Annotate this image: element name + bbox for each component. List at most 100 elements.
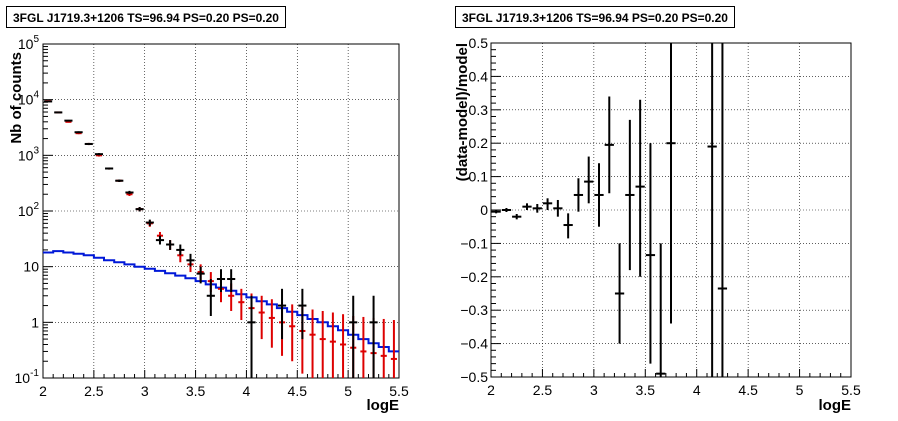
x-tick-label: 2.5 [533,382,553,398]
data-point [74,131,83,134]
data-point [125,190,134,195]
y-axis-label: (data-model)/model [454,43,471,181]
y-tick-label: −0.2 [460,269,488,285]
data-point [84,142,93,146]
right-chart-title: 3FGL J1719.3+1206 TS=96.94 PS=0.20 PS=0.… [455,6,735,28]
residual-point [594,163,604,227]
right-data-layer [491,43,728,377]
y-tick-label: 0.2 [469,135,489,151]
x-tick-label: 3 [590,382,598,398]
data-point [145,219,154,226]
data-point [105,167,114,170]
x-tick-label: 4.5 [738,382,758,398]
data-point [115,179,124,182]
model-errorbar [390,320,397,378]
y-tick-label: 0 [480,202,488,218]
residual-point [563,213,573,239]
residual-point [532,203,542,213]
data-point [186,253,195,267]
y-tick-label: 0.5 [469,35,489,51]
model-errorbar [238,288,245,321]
y-tick-label: 105 [18,34,40,52]
y-tick-label: 10-1 [15,368,40,386]
y-tick-label: 103 [18,145,40,163]
residual-point [584,156,594,204]
residual-point [512,214,522,220]
x-axis-label: logE [819,397,852,414]
data-point [349,295,358,378]
residual-point [522,203,532,210]
residual-point [491,210,501,214]
y-tick-label: 1 [31,314,39,330]
data-point [206,279,215,316]
data-point [44,100,53,103]
data-point [369,295,378,378]
x-tick-label: 2 [39,383,47,399]
y-axis-label: Nb of counts [8,52,25,144]
residual-point [656,243,666,377]
y-tick-label: 102 [18,201,40,219]
residual-point [604,96,614,194]
y-tick-label: −0.5 [460,369,488,385]
residual-point [542,198,553,210]
x-axis-label: logE [367,397,400,414]
y-tick-label: −0.1 [460,235,488,251]
x-tick-label: 5 [344,383,352,399]
residual-point [645,143,656,364]
y-tick-label: 10 [23,259,39,275]
residual-point [666,43,676,324]
residual-point [717,43,728,377]
residual-point [707,43,717,377]
x-tick-label: 4 [693,382,701,398]
x-tick-label: 5.5 [841,382,861,398]
model-errorbar [309,309,316,378]
x-tick-label: 5 [796,382,804,398]
model-errorbar [268,299,275,348]
data-point [227,269,236,293]
residual-point [553,199,563,217]
residual-point [573,178,584,212]
data-point [176,244,185,256]
model-errorbar [380,318,387,378]
data-point [54,111,63,114]
y-tick-label: −0.4 [460,336,488,352]
data-point [247,295,256,378]
model-errorbar [258,295,265,340]
data-point [155,235,165,245]
model-errorbar [329,312,336,378]
left-chart-title: 3FGL J1719.3+1206 TS=96.94 PS=0.20 PS=0.… [6,6,286,28]
y-tick-label: −0.3 [460,302,488,318]
x-tick-label: 5.5 [389,383,409,399]
data-point [64,119,73,122]
x-tick-label: 3 [141,383,149,399]
residual-point [635,99,645,277]
data-point [196,266,205,284]
data-point [216,269,226,293]
left-data-layer [43,100,399,378]
model-errorbar [319,310,326,378]
model-errorbar [340,314,347,378]
model-errorbar [360,316,367,378]
x-tick-label: 4 [243,383,251,399]
residual-point [625,119,635,271]
data-point [166,240,175,250]
x-tick-label: 4.5 [288,383,308,399]
y-tick-label: 0.4 [469,68,489,84]
y-tick-label: 0.1 [469,169,489,185]
y-tick-label: 104 [18,90,40,108]
y-tick-label: 0.3 [469,102,489,118]
x-tick-label: 2 [487,382,495,398]
residual-point [501,207,512,213]
right-chart-residuals: 2 2.5 3 3.5 4 4.5 5 5.5 −0.5 −0.4 −0.3 −0.2 −0.1 0 0.1… [454,35,861,414]
data-point [94,153,104,156]
x-tick-label: 3.5 [636,382,656,398]
data-point [277,288,287,340]
data-point [298,288,307,340]
residual-point [614,243,625,344]
model-errorbar [289,304,296,362]
x-tick-label: 2.5 [84,383,104,399]
data-point [135,206,144,212]
left-chart-counts: 2 2.5 3 3.5 4 4.5 5 5.5 10-1 1 10 102 103 104 105 logE N… [8,34,409,414]
x-tick-label: 3.5 [186,383,206,399]
